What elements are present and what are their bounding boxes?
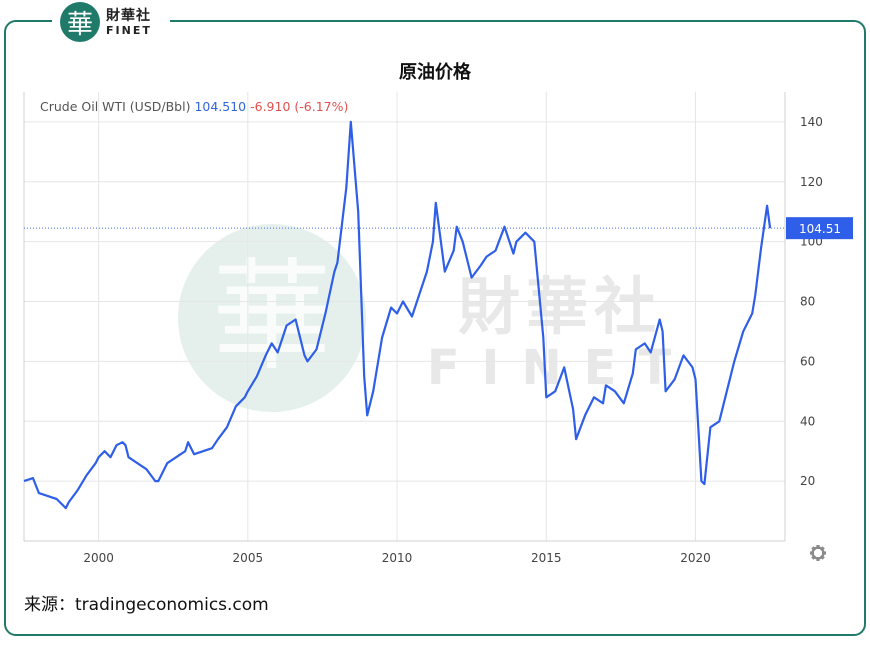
source-note: 来源：tradingeconomics.com bbox=[24, 595, 269, 615]
current-value-label: 104.51 bbox=[799, 222, 841, 236]
y-tick-label: 120 bbox=[800, 175, 823, 189]
y-tick-label: 140 bbox=[800, 115, 823, 129]
x-tick-label: 2015 bbox=[531, 551, 562, 565]
y-tick-label: 40 bbox=[800, 414, 815, 428]
page-title: 原油价格 bbox=[399, 62, 471, 83]
legend-value: 104.510 bbox=[194, 99, 250, 114]
x-tick-label: 2005 bbox=[233, 551, 264, 565]
x-tick-label: 2010 bbox=[382, 551, 413, 565]
brand-logo-mark: 華 bbox=[60, 2, 100, 42]
y-tick-label: 80 bbox=[800, 295, 815, 309]
brand-logo: 華 財華社 FINET bbox=[52, 0, 170, 44]
x-tick-label: 2020 bbox=[680, 551, 711, 565]
watermark-name-en: FINET bbox=[427, 340, 693, 396]
gear-icon[interactable] bbox=[810, 545, 826, 561]
watermark-logo-glyph: 華 bbox=[212, 248, 332, 387]
y-tick-label: 20 bbox=[800, 474, 815, 488]
brand-name-cn: 財華社 bbox=[106, 7, 151, 24]
card-frame bbox=[4, 20, 866, 636]
brand-name-en: FINET bbox=[106, 23, 152, 37]
y-tick-label: 60 bbox=[800, 354, 815, 368]
series-line-crude-oil-wti bbox=[23, 120, 772, 510]
legend-change: -6.910 (-6.17%) bbox=[250, 99, 348, 114]
legend-series-name: Crude Oil WTI (USD/Bbl) bbox=[40, 99, 194, 114]
legend: Crude Oil WTI (USD/Bbl) 104.510 -6.910 (… bbox=[40, 99, 348, 114]
current-value-badge bbox=[786, 217, 853, 240]
watermark-name-cn: 財華社 bbox=[458, 270, 662, 343]
x-tick-label: 2000 bbox=[83, 551, 114, 565]
watermark-logo-circle bbox=[178, 224, 366, 412]
